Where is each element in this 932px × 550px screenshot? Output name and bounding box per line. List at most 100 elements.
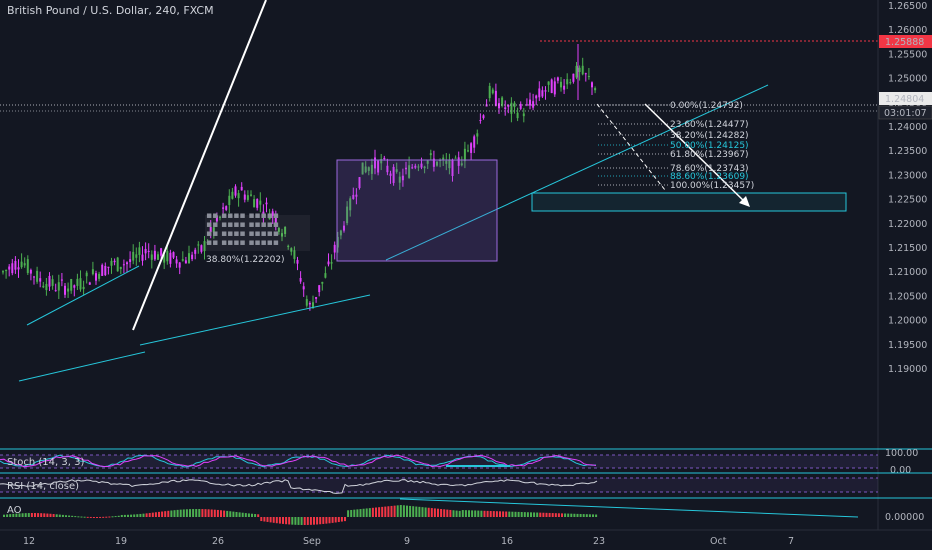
candle-body	[358, 177, 361, 189]
ao-bar	[130, 514, 133, 517]
candle-body	[188, 253, 190, 264]
candle-body	[277, 227, 280, 232]
ao-bar	[102, 516, 105, 518]
candle-body	[228, 195, 231, 206]
candle-body	[398, 176, 401, 183]
time-axis-label: 23	[593, 536, 605, 547]
ao-bar	[58, 514, 61, 517]
candle-body	[587, 75, 590, 77]
projection-dashed-line[interactable]	[596, 103, 666, 191]
ao-bar	[18, 513, 21, 517]
ao-bar	[452, 510, 455, 517]
candle-body	[219, 216, 221, 218]
candle-body	[541, 90, 544, 97]
ao-bar	[238, 512, 241, 517]
fib-level-label: 50.00%(1.24125)	[670, 141, 749, 151]
ao-bar	[220, 510, 222, 517]
price-axis[interactable]: 1.265001.260001.255001.250001.245001.240…	[877, 0, 932, 530]
ao-bar	[297, 517, 300, 525]
candle-body	[160, 248, 163, 256]
ao-bar	[409, 505, 412, 517]
countdown-badge-text: 03:01:07	[884, 108, 927, 119]
ao-bar	[263, 517, 266, 522]
ao-bar	[340, 517, 343, 522]
candle-body	[2, 271, 4, 273]
candle-body	[451, 159, 454, 177]
ao-bar	[77, 516, 80, 518]
ao-bar	[489, 510, 492, 517]
ao-bar	[65, 515, 67, 517]
ao-bar	[344, 517, 346, 522]
ghost-fib: ▪▪ ▪▪▪▪ ▪▪▪▪▪ ▪▪ ▪▪▪▪ ▪▪▪▪▪ ▪▪ ▪▪▪▪ ▪▪▪▪…	[205, 211, 310, 265]
ao-bar	[561, 513, 563, 517]
ao-bar	[173, 510, 176, 517]
candle-body	[327, 261, 330, 265]
ao-bar	[384, 506, 387, 517]
ao-pane[interactable]: AO 0.00000	[0, 497, 932, 525]
ao-bar	[322, 517, 325, 524]
candle-body	[293, 250, 296, 259]
rsi-pane[interactable]: RSI (14, close)	[0, 472, 932, 494]
candle-body	[253, 199, 256, 208]
candle-body	[333, 244, 336, 253]
candle-body	[11, 263, 14, 274]
stoch-pane[interactable]: Stoch (14, 3, 3) 100.00 0.00	[0, 448, 932, 476]
ao-bar	[164, 511, 167, 517]
candle-body	[116, 257, 119, 272]
candle-body	[572, 73, 575, 82]
last-price-badge-text: 1.24804	[885, 94, 924, 105]
candle-body	[76, 278, 79, 286]
candle-body	[386, 165, 389, 173]
candle-body	[501, 97, 504, 106]
chart-title: British Pound / U.S. Dollar, 240, FXCM	[7, 4, 214, 17]
ao-bar	[9, 514, 12, 517]
projection-arrow-line[interactable]	[644, 103, 749, 206]
steep-trendline[interactable]	[132, 0, 267, 331]
target-zone[interactable]	[531, 192, 847, 212]
price-axis-label: 1.23000	[888, 170, 927, 181]
ao-bar	[492, 511, 495, 517]
stoch-label: Stoch (14, 3, 3)	[7, 457, 84, 468]
candle-body	[436, 161, 438, 166]
candle-body	[389, 173, 392, 176]
candle-body	[268, 214, 271, 220]
candle-body	[392, 166, 395, 183]
ao-bar	[306, 517, 309, 525]
channel-lower-line[interactable]	[18, 351, 146, 382]
candle-body	[349, 198, 352, 211]
consolidation-box[interactable]	[336, 159, 498, 262]
rising-trendline[interactable]	[385, 84, 769, 261]
price-pane[interactable]: 0.00%(1.24792) 23.60%(1.24477)38.20%(1.24…	[0, 0, 878, 382]
ao-bar	[430, 508, 433, 517]
candle-body	[5, 270, 8, 272]
svg-text:▪▪ ▪▪▪▪ ▪▪▪▪▪: ▪▪ ▪▪▪▪ ▪▪▪▪▪	[206, 229, 279, 239]
ao-bar	[210, 509, 213, 517]
ao-bar	[573, 513, 576, 517]
candle-body	[581, 65, 584, 75]
ao-bar	[440, 509, 443, 517]
ao-bar	[46, 513, 49, 517]
candle-body	[352, 194, 355, 199]
support-trendline[interactable]	[139, 294, 371, 346]
candle-body	[209, 226, 212, 233]
ao-histogram	[3, 505, 598, 525]
candle-body	[457, 157, 460, 166]
candle-body	[330, 262, 333, 264]
ao-bar	[89, 516, 92, 518]
channel-upper-line[interactable]	[26, 265, 140, 326]
ao-bar	[585, 514, 588, 517]
ao-bar	[12, 513, 15, 517]
time-axis[interactable]: 12 19 26 Sep 9 16 23 Oct 7	[0, 529, 932, 547]
candle-body	[346, 206, 349, 224]
candle-body	[57, 282, 60, 291]
ao-bar	[24, 513, 27, 517]
ao-bar	[133, 514, 136, 517]
ao-bar	[390, 505, 393, 517]
ao-bar	[418, 506, 421, 517]
candle-body	[67, 288, 70, 292]
ao-bar	[375, 507, 377, 517]
ao-bar	[223, 510, 226, 517]
fib-retracement[interactable]: 0.00%(1.24792) 23.60%(1.24477)38.20%(1.24…	[598, 101, 754, 191]
price-axis-label: 1.22500	[888, 195, 927, 206]
